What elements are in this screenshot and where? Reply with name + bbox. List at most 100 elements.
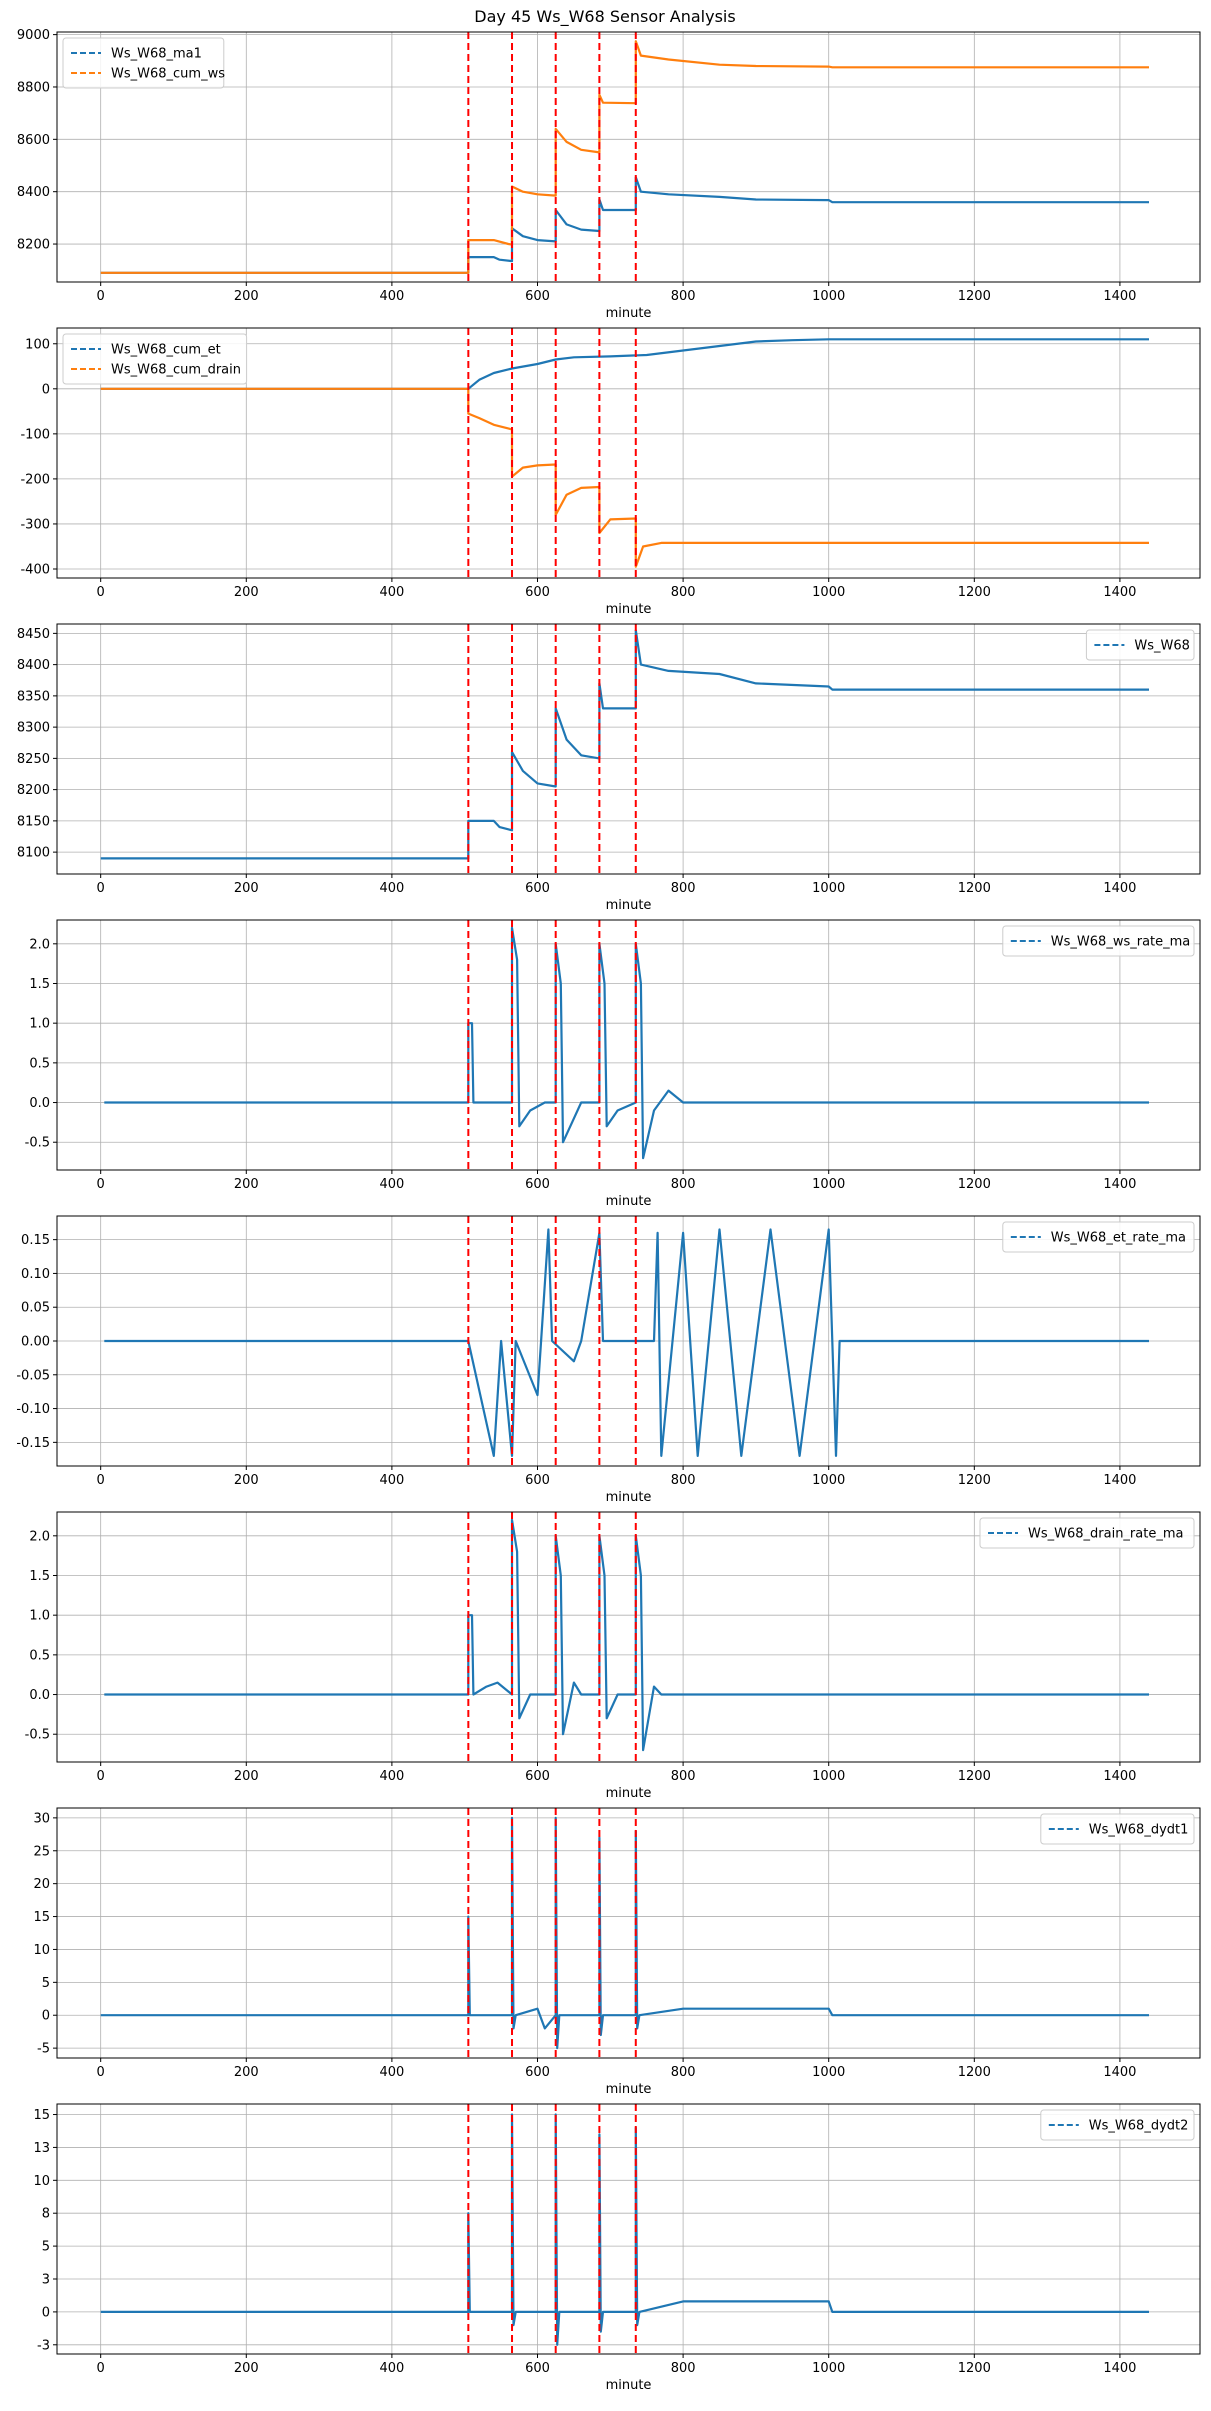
x-axis-label: minute <box>606 1786 652 1801</box>
grid <box>57 1808 1200 2058</box>
legend: Ws_W68_ma1 Ws_W68_cum_ws <box>62 37 225 89</box>
grid <box>57 624 1200 874</box>
x-tick-label: 1400 <box>1103 289 1136 304</box>
legend-label: Ws_W68_cum_drain <box>111 363 241 378</box>
x-tick-label: 400 <box>379 2065 404 2080</box>
x-tick-label: 1000 <box>812 1473 845 1488</box>
series-line-1 <box>100 176 1149 274</box>
legend-box <box>1002 925 1195 957</box>
y-tick-label: 2.0 <box>29 937 50 952</box>
subplot-7: 0 200 400 600 800 1000 1200 1400 -5 0 5 10 15 20 25 30 m… <box>33 1807 1201 2097</box>
series-line-2 <box>100 40 1149 274</box>
y-tick-label: 8450 <box>17 627 50 642</box>
y-tick-label: -0.15 <box>16 1436 50 1451</box>
series-line-1 <box>100 2113 1149 2346</box>
series-line-1 <box>100 629 1149 860</box>
x-tick-label: 800 <box>671 2361 696 2376</box>
y-tick-label: 25 <box>33 1844 50 1859</box>
axes-frame <box>56 31 1201 283</box>
legend-label: Ws_W68_dydt1 <box>1089 1823 1189 1838</box>
x-tick-label: 800 <box>671 585 696 600</box>
subplot-5: 0 200 400 600 800 1000 1200 1400 -0.15 -0.10 -0.05… <box>16 1215 1201 1505</box>
x-tick-label: 400 <box>379 289 404 304</box>
legend: Ws_W68 <box>1085 629 1195 661</box>
x-tick-label: 1200 <box>958 289 991 304</box>
y-tick-label: -400 <box>20 562 50 577</box>
legend-box <box>62 37 225 89</box>
y-tick-label: 0 <box>42 2305 50 2320</box>
subplot-4: 0 200 400 600 800 1000 1200 1400 -0.5 0.0 0.5 1.0 1.… <box>25 919 1201 1209</box>
x-tick-label: 800 <box>671 1769 696 1784</box>
y-tick-label: 8250 <box>17 752 50 767</box>
y-tick-label: 0.5 <box>29 1056 50 1071</box>
legend-label: Ws_W68_et_rate_ma <box>1051 1231 1186 1246</box>
x-tick-label: 400 <box>379 2361 404 2376</box>
x-tick-label: 1000 <box>812 1177 845 1192</box>
x-tick-label: 800 <box>671 289 696 304</box>
x-tick-label: 600 <box>525 2065 550 2080</box>
series-group <box>100 1808 1149 2058</box>
y-tick-label: 15 <box>33 1910 50 1925</box>
series-group <box>100 2104 1149 2354</box>
subplot-1: 0 200 400 600 800 1000 1200 1400 8200 8400 8600 880… <box>17 28 1201 321</box>
x-tick-label: 400 <box>379 881 404 896</box>
y-tick-label: 30 <box>33 1811 50 1826</box>
subplot-6: 0 200 400 600 800 1000 1200 1400 -0.5 0.0 0.5 1.0 1.… <box>25 1511 1201 1801</box>
legend-box <box>1085 629 1195 661</box>
x-tick-label: 200 <box>234 2065 259 2080</box>
axes-frame <box>56 2103 1201 2355</box>
x-tick-label: 1200 <box>958 2361 991 2376</box>
x-tick-label: 200 <box>234 881 259 896</box>
axes-frame <box>56 1807 1201 2059</box>
series-line-1 <box>100 1816 1149 2050</box>
x-tick-label: 1000 <box>812 585 845 600</box>
x-tick-label: 800 <box>671 1473 696 1488</box>
x-tick-label: 0 <box>97 1769 105 1784</box>
x-tick-label: 0 <box>97 289 105 304</box>
x-tick-label: 200 <box>234 585 259 600</box>
y-tick-label: 13 <box>33 2141 50 2156</box>
legend-label: Ws_W68_cum_ws <box>111 67 225 82</box>
y-tick-label: -0.10 <box>16 1402 50 1417</box>
x-tick-label: 1000 <box>812 289 845 304</box>
series-group <box>104 1512 1149 1762</box>
legend-box <box>1002 1221 1195 1253</box>
y-tick-label: 9000 <box>17 28 50 43</box>
y-tick-label: 5 <box>42 1976 50 1991</box>
legend-label: Ws_W68_ws_rate_ma <box>1051 935 1190 950</box>
y-tick-label: 8100 <box>17 846 50 861</box>
x-tick-label: 1000 <box>812 881 845 896</box>
x-tick-label: 0 <box>97 2065 105 2080</box>
x-tick-label: 800 <box>671 2065 696 2080</box>
y-tick-label: -200 <box>20 472 50 487</box>
y-tick-label: 8 <box>42 2207 50 2222</box>
series-line-1 <box>104 926 1149 1160</box>
legend-label: Ws_W68_cum_et <box>111 343 221 358</box>
x-tick-label: 1200 <box>958 585 991 600</box>
y-tick-label: 0.5 <box>29 1648 50 1663</box>
axes-frame <box>56 623 1201 875</box>
x-tick-label: 600 <box>525 1769 550 1784</box>
x-tick-label: 600 <box>525 1177 550 1192</box>
x-tick-label: 400 <box>379 1473 404 1488</box>
series-line-1 <box>100 338 1149 390</box>
subplots: 0 200 400 600 800 1000 1200 1400820084008600880… <box>16 28 1201 2393</box>
y-tick-label: 1.0 <box>29 1609 50 1624</box>
y-tick-label: 8400 <box>17 658 50 673</box>
y-tick-label: 8350 <box>17 689 50 704</box>
y-tick-label: -0.5 <box>25 1728 50 1743</box>
x-tick-label: 1000 <box>812 2065 845 2080</box>
grid <box>57 1512 1200 1762</box>
x-tick-label: 0 <box>97 881 105 896</box>
x-tick-label: 200 <box>234 1473 259 1488</box>
x-tick-label: 800 <box>671 881 696 896</box>
grid <box>57 2104 1200 2354</box>
x-tick-label: 1400 <box>1103 2361 1136 2376</box>
y-tick-label: 10 <box>33 1943 50 1958</box>
series-line-1 <box>104 1228 1149 1457</box>
legend-label: Ws_W68 <box>1134 639 1190 654</box>
y-tick-label: 1.0 <box>29 1017 50 1032</box>
y-tick-label: 1.5 <box>29 977 50 992</box>
y-tick-label: 0.15 <box>21 1233 50 1248</box>
x-tick-label: 1200 <box>958 2065 991 2080</box>
